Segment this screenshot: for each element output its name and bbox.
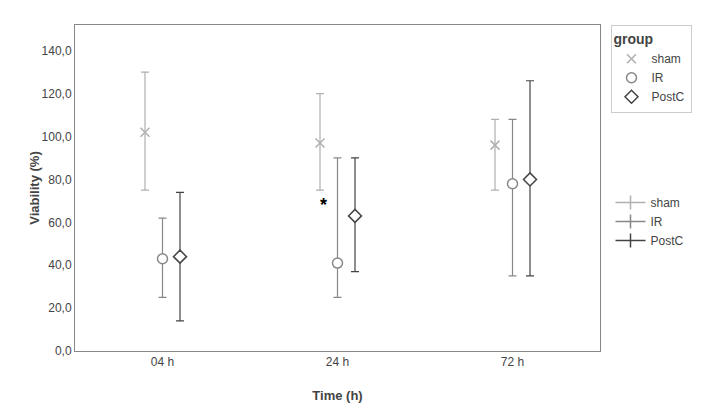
svg-text:0,0: 0,0	[55, 344, 72, 358]
svg-text:PostC: PostC	[651, 234, 684, 248]
svg-text:40,0: 40,0	[48, 258, 72, 272]
svg-text:PostC: PostC	[652, 90, 685, 104]
svg-text:group: group	[614, 31, 654, 47]
svg-text:Time (h): Time (h)	[312, 388, 362, 403]
svg-text:IR: IR	[651, 215, 663, 229]
svg-text:120,0: 120,0	[42, 87, 72, 101]
svg-text:sham: sham	[651, 196, 680, 210]
svg-text:IR: IR	[652, 71, 664, 85]
svg-text:60,0: 60,0	[48, 216, 72, 230]
svg-text:100,0: 100,0	[42, 130, 72, 144]
svg-text:*: *	[320, 195, 327, 215]
svg-text:Viability (%): Viability (%)	[27, 151, 42, 224]
svg-text:20,0: 20,0	[48, 301, 72, 315]
svg-text:sham: sham	[652, 52, 681, 66]
svg-text:04 h: 04 h	[151, 355, 174, 369]
svg-text:80,0: 80,0	[48, 173, 72, 187]
svg-text:24 h: 24 h	[326, 355, 349, 369]
svg-text:140,0: 140,0	[42, 44, 72, 58]
svg-text:72 h: 72 h	[501, 355, 524, 369]
